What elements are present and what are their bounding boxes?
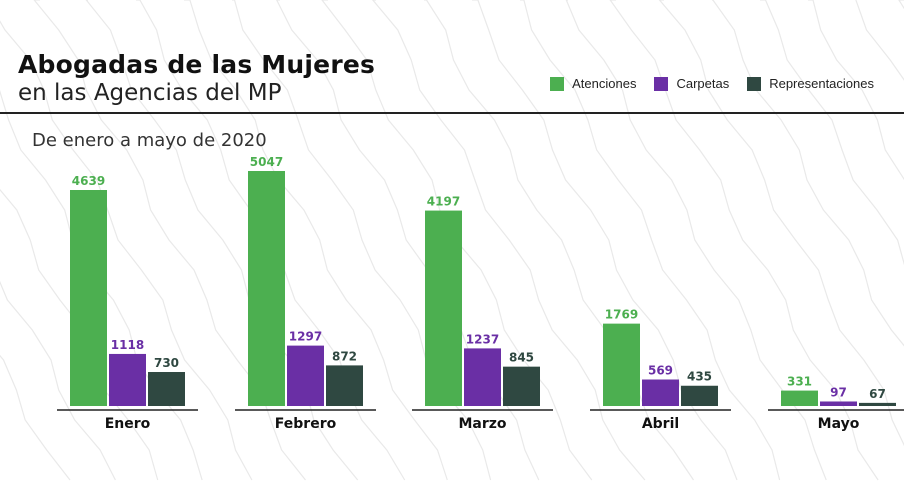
background-wave <box>520 0 781 481</box>
category-label-enero: Enero <box>105 416 151 432</box>
category-label-febrero: Febrero <box>275 416 337 432</box>
bar-carpetas-enero <box>109 353 146 406</box>
bar-carpetas-febrero <box>287 345 324 406</box>
data-label-atenciones-febrero: 5047 <box>250 155 283 169</box>
background-wave <box>0 280 116 481</box>
bar-atenciones-mayo <box>781 390 818 406</box>
data-label-representaciones-mayo: 67 <box>869 387 886 401</box>
background-wave <box>0 354 71 481</box>
chart-subtitle: De enero a mayo de 2020 <box>32 130 267 151</box>
bar-representaciones-mayo <box>859 402 896 406</box>
bar-carpetas-mayo <box>820 401 857 406</box>
chart-title-line-2: en las Agencias del MP <box>18 80 282 106</box>
data-label-representaciones-marzo: 845 <box>509 351 534 365</box>
legend-swatch-carpetas <box>654 76 669 91</box>
legend-item-carpetas: Carpetas <box>654 76 729 91</box>
header-divider <box>0 112 904 114</box>
legend-item-representaciones: Representaciones <box>747 76 874 91</box>
background-wave <box>184 0 448 481</box>
data-label-representaciones-febrero: 872 <box>332 349 357 363</box>
legend-label-representaciones: Representaciones <box>769 76 874 91</box>
data-label-carpetas-mayo: 97 <box>830 385 847 399</box>
category-label-marzo: Marzo <box>458 416 506 432</box>
background-wave <box>855 0 904 81</box>
data-label-representaciones-abril: 435 <box>687 370 712 384</box>
legend-label-atenciones: Atenciones <box>572 76 637 91</box>
bar-carpetas-abril <box>642 379 679 406</box>
data-label-atenciones-enero: 4639 <box>72 174 105 188</box>
legend-swatch-atenciones <box>550 76 565 91</box>
legend-label-carpetas: Carpetas <box>676 76 730 91</box>
category-label-abril: Abril <box>642 416 679 432</box>
data-label-carpetas-enero: 1118 <box>111 338 144 352</box>
background-wave <box>0 20 253 481</box>
legend-item-atenciones: Atenciones <box>550 76 636 91</box>
data-label-atenciones-abril: 1769 <box>605 308 638 322</box>
data-label-carpetas-febrero: 1297 <box>289 330 322 344</box>
bar-atenciones-enero <box>70 189 107 406</box>
data-label-representaciones-enero: 730 <box>154 356 179 370</box>
data-label-atenciones-marzo: 4197 <box>427 195 460 209</box>
chart-title: Abogadas de las Mujeres <box>18 50 376 79</box>
bar-representaciones-enero <box>148 372 185 406</box>
data-label-carpetas-marzo: 1237 <box>466 332 499 346</box>
bar-representaciones-marzo <box>503 366 540 406</box>
bar-atenciones-marzo <box>425 210 462 406</box>
bar-representaciones-febrero <box>326 365 363 406</box>
background-wave <box>658 0 904 447</box>
bar-representaciones-abril <box>681 385 718 406</box>
background-wave <box>760 0 904 266</box>
bar-atenciones-abril <box>603 323 640 406</box>
background-wave <box>712 0 904 347</box>
bar-atenciones-febrero <box>248 171 285 406</box>
bar-carpetas-marzo <box>464 348 501 406</box>
background-wave <box>0 188 159 481</box>
legend: Atenciones Carpetas Representaciones <box>550 76 874 91</box>
background-wave <box>808 0 904 181</box>
legend-swatch-representaciones <box>747 76 762 91</box>
data-label-atenciones-mayo: 331 <box>787 375 812 389</box>
category-label-mayo: Mayo <box>818 416 860 432</box>
background-wave <box>372 0 646 481</box>
background-wave <box>609 0 879 481</box>
data-label-carpetas-abril: 569 <box>648 364 673 378</box>
